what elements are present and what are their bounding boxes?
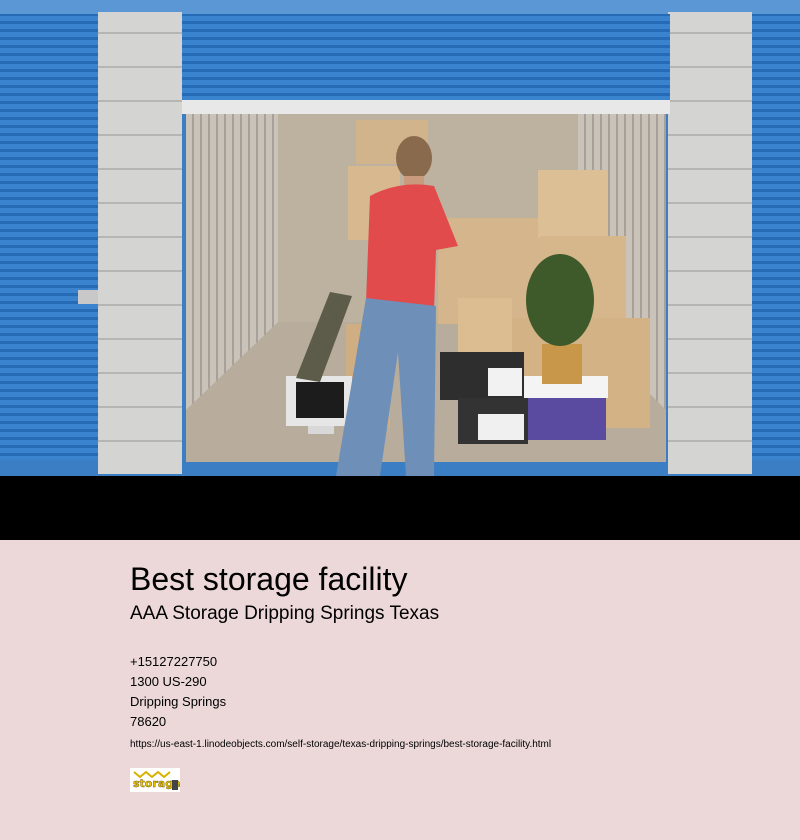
page-title: Best storage facility (130, 561, 408, 597)
svg-text:storage: storage (133, 777, 180, 790)
page-url-link[interactable]: https://us-east-1.linodeobjects.com/self… (130, 739, 552, 750)
phone-number[interactable]: +15127227750 (130, 654, 218, 669)
street-address: 1300 US-290 (130, 674, 207, 689)
business-name: AAA Storage Dripping Springs Texas (130, 603, 440, 624)
storage-unit-photo (0, 0, 800, 476)
aaa-storage-logo[interactable]: storage (130, 768, 181, 792)
listing-details: Best storage facility AAA Storage Drippi… (130, 560, 770, 797)
black-band (0, 476, 800, 540)
zip-code: 78620 (130, 714, 167, 729)
city: Dripping Springs (130, 694, 227, 709)
hero-image (0, 0, 800, 476)
